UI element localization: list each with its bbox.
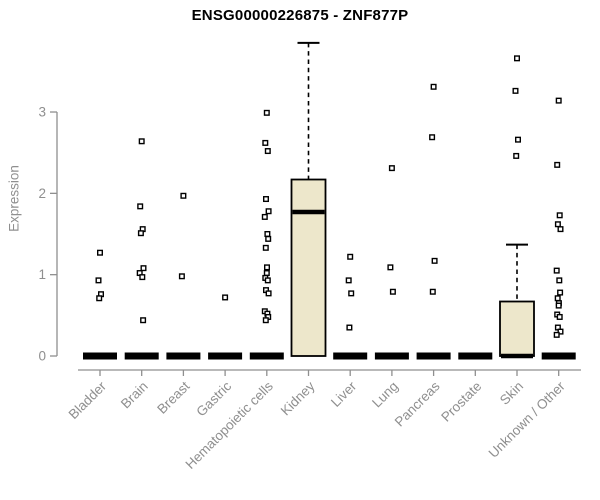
outlier-point-hematopoietic-cells — [265, 290, 272, 297]
y-tick-label: 1 — [38, 267, 46, 282]
y-tick-label: 0 — [38, 349, 46, 364]
box-collapsed-prostate — [458, 352, 493, 360]
outlier-point-hematopoietic-cells — [263, 196, 270, 203]
outlier-point-brain — [139, 274, 146, 281]
outlier-point-hematopoietic-cells — [264, 148, 271, 155]
x-tick-label-unknown-other: Unknown / Other — [486, 378, 569, 461]
x-tick-label-pancreas: Pancreas — [392, 378, 443, 429]
box-kidney — [290, 178, 327, 357]
outlier-point-hematopoietic-cells — [262, 139, 269, 146]
outlier-point-unknown-other — [554, 221, 561, 228]
outlier-point-liver — [345, 277, 352, 284]
outlier-point-bladder — [95, 277, 102, 284]
outlier-point-bladder — [96, 295, 103, 302]
outlier-point-pancreas — [429, 134, 436, 141]
outlier-point-skin — [512, 87, 519, 94]
box-collapsed-breast — [166, 352, 201, 360]
outlier-point-pancreas — [429, 288, 436, 295]
outlier-point-hematopoietic-cells — [265, 235, 272, 242]
outlier-point-liver — [346, 324, 353, 331]
box-collapsed-pancreas — [416, 352, 451, 360]
outlier-point-breast — [178, 273, 185, 280]
outlier-point-liver — [348, 290, 355, 297]
box-collapsed-brain — [124, 352, 159, 360]
outlier-point-brain — [137, 230, 144, 237]
outlier-point-brain — [138, 138, 145, 145]
box-collapsed-gastric — [208, 352, 243, 360]
outlier-point-unknown-other — [556, 212, 563, 219]
outlier-point-unknown-other — [556, 277, 563, 284]
box-collapsed-lung — [374, 352, 409, 360]
outlier-point-lung — [389, 288, 396, 295]
chart-title: ENSG00000226875 - ZNF877P — [191, 7, 409, 24]
outlier-point-skin — [513, 152, 520, 159]
outlier-point-unknown-other — [557, 226, 564, 233]
x-tick-label-skin: Skin — [497, 379, 526, 408]
y-tick-label: 3 — [38, 105, 46, 120]
outlier-point-gastric — [222, 294, 229, 301]
outlier-point-hematopoietic-cells — [264, 264, 271, 271]
outlier-point-unknown-other — [555, 97, 562, 104]
x-tick-label-prostate: Prostate — [438, 379, 484, 425]
outlier-point-unknown-other — [557, 289, 564, 296]
box-collapsed-bladder — [83, 352, 117, 360]
outlier-point-unknown-other — [556, 313, 563, 320]
outlier-point-lung — [388, 165, 395, 172]
outlier-point-hematopoietic-cells — [265, 208, 272, 215]
outlier-point-pancreas — [431, 257, 438, 264]
box-collapsed-hematopoietic-cells — [249, 352, 284, 360]
box-collapsed-liver — [333, 352, 368, 360]
outlier-point-brain — [140, 317, 147, 324]
x-tick-label-kidney: Kidney — [278, 378, 318, 418]
outlier-point-liver — [347, 253, 354, 260]
outlier-point-unknown-other — [553, 331, 560, 338]
outlier-point-skin — [514, 55, 521, 62]
outlier-point-brain — [137, 203, 144, 210]
x-tick-label-brain: Brain — [118, 379, 151, 412]
x-tick-label-liver: Liver — [328, 378, 360, 410]
x-tick-label-breast: Breast — [154, 378, 192, 416]
outlier-point-unknown-other — [553, 267, 560, 274]
outlier-point-breast — [180, 192, 187, 199]
outlier-point-hematopoietic-cells — [263, 270, 270, 277]
outlier-point-hematopoietic-cells — [263, 109, 270, 116]
outlier-point-unknown-other — [555, 302, 562, 309]
box-collapsed-unknown-other — [541, 352, 576, 360]
x-tick-label-bladder: Bladder — [66, 378, 110, 422]
outlier-point-bladder — [96, 249, 103, 256]
outlier-point-unknown-other — [554, 295, 561, 302]
outlier-point-hematopoietic-cells — [261, 213, 268, 220]
outlier-point-unknown-other — [554, 161, 561, 168]
y-tick-label: 2 — [38, 186, 46, 201]
outlier-point-lung — [387, 264, 394, 271]
x-tick-label-lung: Lung — [369, 379, 401, 411]
outlier-point-unknown-other — [557, 328, 564, 335]
outlier-point-pancreas — [430, 83, 437, 90]
outlier-point-brain — [140, 265, 147, 272]
box-skin — [499, 300, 535, 357]
outlier-point-hematopoietic-cells — [264, 231, 271, 238]
outlier-point-hematopoietic-cells — [262, 244, 269, 251]
outlier-point-hematopoietic-cells — [262, 317, 269, 324]
outlier-point-hematopoietic-cells — [264, 277, 271, 284]
x-tick-label-gastric: Gastric — [193, 378, 234, 419]
outlier-point-skin — [515, 136, 522, 143]
